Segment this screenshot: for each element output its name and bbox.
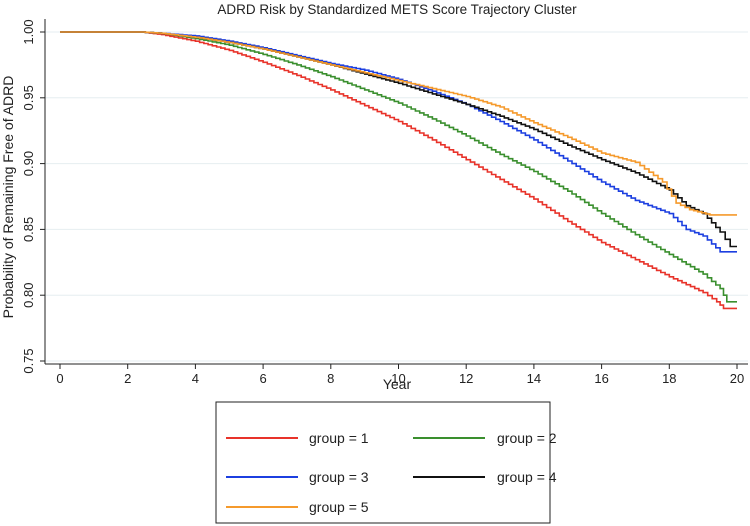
legend-label-group-1: group = 1 [309,430,369,446]
x-axis-ticks: 0 2 4 6 8 10 12 14 16 18 20 [56,364,744,386]
x-tick-label: 20 [730,371,744,386]
legend: group = 1 group = 2 group = 3 group = 4 grou… [215,401,557,524]
legend-label-group-4: group = 4 [497,469,557,485]
x-tick-label: 2 [124,371,131,386]
y-axis-ticks: 0.75 0.80 0.85 0.90 0.95 1.00 [21,19,45,374]
legend-label-group-3: group = 3 [309,469,369,485]
legend-box [215,401,551,524]
y-tick-label: 1.00 [21,19,36,44]
x-axis-label: Year [383,376,412,392]
y-tick-label: 0.90 [21,151,36,176]
series-lines [60,31,737,310]
x-tick-label: 18 [662,371,676,386]
y-axis-label: Probability of Remaining Free of ADRD [0,76,16,319]
axes [44,19,748,365]
series-line-group-4 [60,31,737,248]
chart-title: ADRD Risk by Standardized METS Score Tra… [217,2,577,17]
legend-label-group-2: group = 2 [497,430,557,446]
series-line-group-1 [60,31,737,310]
legend-label-group-5: group = 5 [309,499,369,515]
series-line-group-2 [60,31,737,303]
x-tick-label: 4 [192,371,199,386]
x-tick-label: 8 [327,371,334,386]
series-line-group-3 [60,31,737,253]
series-line-group-5 [60,31,737,216]
y-tick-label: 0.75 [21,348,36,373]
y-tick-label: 0.85 [21,217,36,242]
x-tick-label: 16 [594,371,608,386]
y-tick-label: 0.95 [21,85,36,110]
x-tick-label: 6 [259,371,266,386]
y-tick-label: 0.80 [21,283,36,308]
x-tick-label: 0 [56,371,63,386]
x-tick-label: 14 [527,371,541,386]
gridlines [45,31,748,362]
x-tick-label: 10 [391,371,405,386]
x-tick-label: 12 [459,371,473,386]
